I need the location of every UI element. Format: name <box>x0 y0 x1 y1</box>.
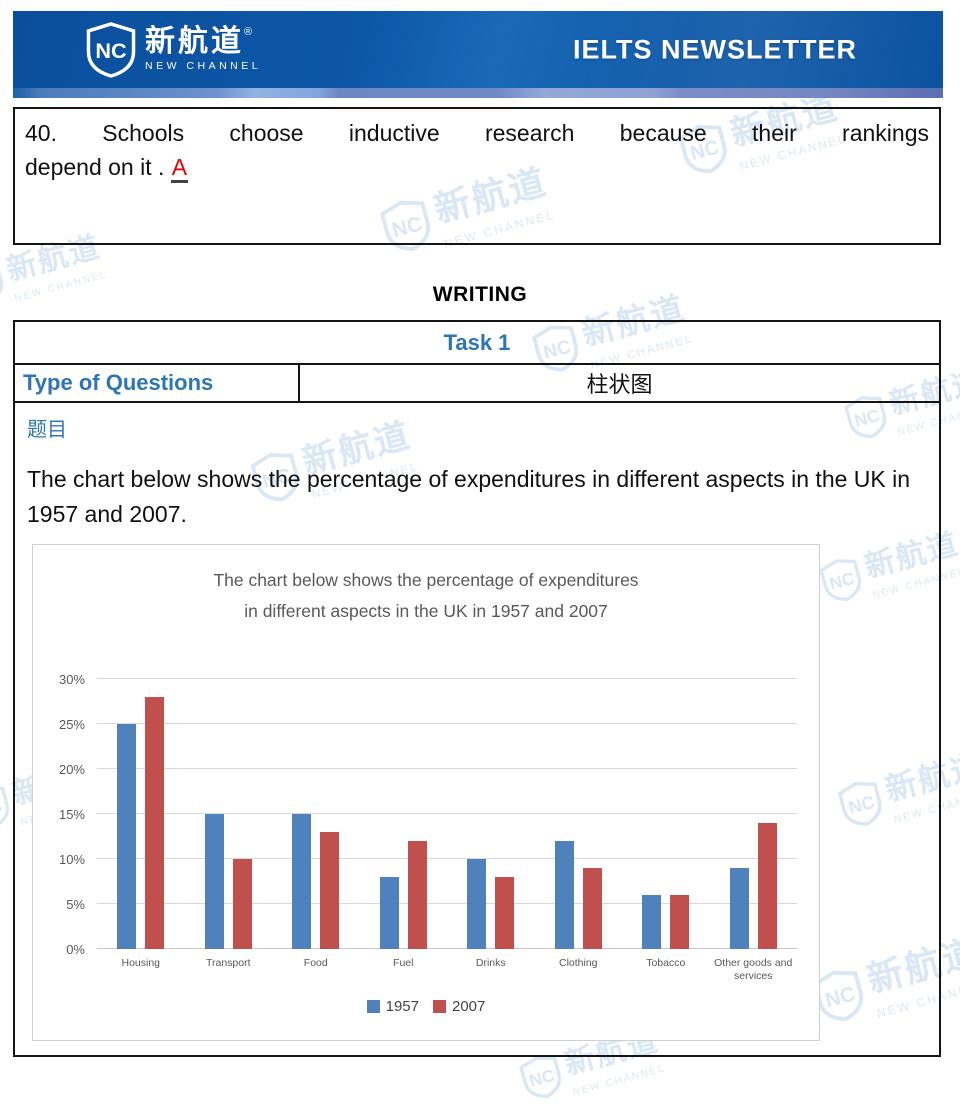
question-type-value: 柱状图 <box>298 363 941 403</box>
task-table: Task 1 Type of Questions 柱状图 题目 The char… <box>13 320 941 1057</box>
bar-2007-clothing <box>582 868 602 949</box>
bar-1957-housing <box>117 724 137 949</box>
svg-text:NC: NC <box>527 1065 557 1091</box>
bar-1957-drinks <box>467 859 487 949</box>
svg-text:NC: NC <box>0 795 5 821</box>
question-box: 40. Schools choose inductive research be… <box>13 107 941 245</box>
y-axis-tick-label: 5% <box>66 897 85 912</box>
logo-english: NEW CHANNEL <box>145 60 262 73</box>
y-axis-tick-label: 25% <box>58 717 85 732</box>
legend-item-1957: 1957 <box>366 998 419 1015</box>
svg-text:NC: NC <box>95 37 127 62</box>
gridline <box>97 678 797 679</box>
y-axis-tick-label: 15% <box>58 807 85 822</box>
registered-mark: ® <box>244 26 253 39</box>
type-of-questions-label: Type of Questions <box>13 363 300 403</box>
chart-x-axis-labels: Housing Transport Food Fuel Drinks Clothing To… <box>97 957 797 983</box>
task-title: Task 1 <box>13 320 941 365</box>
writing-heading: WRITING <box>432 283 528 306</box>
header-banner: NC 新航道® NEW CHANNEL IELTS NEWSLETTER <box>13 11 943 88</box>
new-channel-logo: NC 新航道® NEW CHANNEL <box>85 21 261 78</box>
gridline <box>97 903 797 904</box>
x-category-label: Food <box>303 957 328 969</box>
nc-shield-icon: NC <box>86 21 136 78</box>
bar-1957-clothing <box>554 841 574 949</box>
bar-group-clothing <box>535 679 623 949</box>
x-category-label: Housing <box>121 957 161 969</box>
gridline <box>97 858 797 859</box>
question-line-2: depend on it . A <box>25 150 929 184</box>
y-axis-tick-label: 0% <box>66 942 85 957</box>
chart-plot-area: 0% 5% 10% 15% 20% 25% 30% <box>59 672 797 957</box>
topic-cell: 题目 The chart below shows the percentage … <box>13 401 941 1057</box>
expenditure-bar-chart: The chart below shows the percentage of … <box>32 544 820 1041</box>
bar-1957-fuel <box>379 877 399 949</box>
x-category-label: Drinks <box>475 957 506 969</box>
bar-group-drinks <box>447 679 535 949</box>
x-category-label: Fuel <box>393 957 414 969</box>
bar-group-tobacco <box>622 679 710 949</box>
bar-group-housing <box>97 679 185 949</box>
answer-letter: A <box>170 154 189 183</box>
bar-group-food <box>272 679 360 949</box>
newsletter-title: IELTS NEWSLETTER <box>573 34 857 64</box>
x-category-label: Transport <box>205 957 251 969</box>
bar-2007-drinks <box>495 877 515 949</box>
prompt-text: The chart below shows the percentage of … <box>27 466 911 527</box>
legend-label: 1957 <box>385 998 419 1015</box>
logo-chinese: 新航道 <box>145 25 244 59</box>
chart-title: The chart below shows the percentage of … <box>33 565 819 627</box>
topic-label: 题目 <box>27 419 67 441</box>
y-axis-tick-label: 30% <box>58 672 85 687</box>
gridline <box>97 948 797 949</box>
chart-legend: 1957 2007 <box>33 998 819 1015</box>
chart-title-line: in different aspects in the UK in 1957 a… <box>244 601 608 621</box>
x-category-label: Tobacco <box>646 957 686 969</box>
bar-1957-other-goods-and-services <box>729 868 749 949</box>
logo-text: 新航道® NEW CHANNEL <box>145 27 261 72</box>
banner-stripe <box>13 88 943 98</box>
bar-2007-tobacco <box>670 895 690 949</box>
x-category-label: Other goods and services <box>714 957 793 982</box>
legend-swatch <box>366 1000 380 1013</box>
x-category-label: Clothing <box>558 957 598 969</box>
bar-1957-tobacco <box>642 895 662 949</box>
gridline <box>97 723 797 724</box>
bar-2007-other-goods-and-services <box>757 823 777 949</box>
bar-2007-housing <box>145 697 165 949</box>
bar-2007-fuel <box>407 841 427 949</box>
bar-2007-food <box>320 832 340 949</box>
question-line-1: 40. Schools choose inductive research be… <box>25 120 929 146</box>
y-axis-tick-label: 20% <box>58 762 85 777</box>
bar-groups <box>97 679 797 949</box>
chart-title-line: The chart below shows the percentage of … <box>213 570 639 590</box>
task-title-row: Task 1 <box>13 320 941 365</box>
legend-item-2007: 2007 <box>433 998 485 1015</box>
gridline <box>97 768 797 769</box>
y-axis-tick-label: 10% <box>58 852 85 867</box>
topic-row: 题目 The chart below shows the percentage … <box>13 401 941 1057</box>
bar-2007-transport <box>232 859 252 949</box>
bar-group-fuel <box>360 679 448 949</box>
bar-1957-transport <box>204 814 224 949</box>
bar-1957-food <box>292 814 312 949</box>
legend-swatch <box>433 1000 446 1013</box>
gridline <box>97 813 797 814</box>
watermark-english: NEW CHANNEL <box>571 1063 667 1099</box>
bar-group-transport <box>185 679 273 949</box>
question-line-2-text: depend on it . <box>25 154 171 180</box>
question-type-row: Type of Questions 柱状图 <box>13 363 941 403</box>
bar-group-other-goods-and-services <box>710 679 798 949</box>
legend-label: 2007 <box>452 998 486 1015</box>
